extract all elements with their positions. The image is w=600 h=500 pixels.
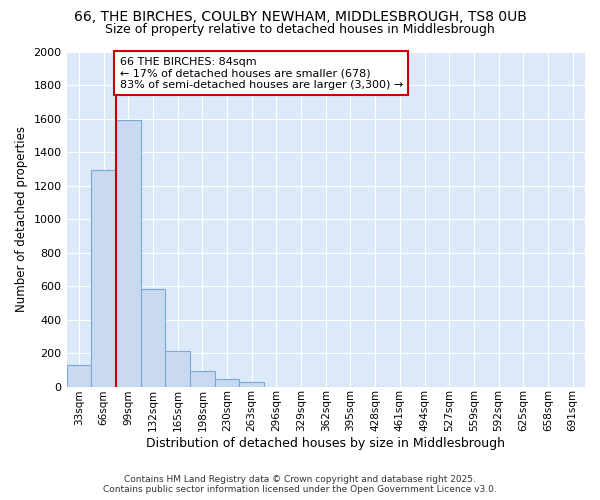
Bar [239, 382, 264, 386]
Bar [215, 379, 239, 386]
Bar [165, 350, 190, 386]
Bar [67, 365, 91, 386]
Text: Contains HM Land Registry data © Crown copyright and database right 2025.: Contains HM Land Registry data © Crown c… [124, 475, 476, 484]
Text: Contains public sector information licensed under the Open Government Licence v3: Contains public sector information licen… [103, 485, 497, 494]
X-axis label: Distribution of detached houses by size in Middlesbrough: Distribution of detached houses by size … [146, 437, 505, 450]
Bar [190, 370, 215, 386]
Text: 66, THE BIRCHES, COULBY NEWHAM, MIDDLESBROUGH, TS8 0UB: 66, THE BIRCHES, COULBY NEWHAM, MIDDLESB… [74, 10, 526, 24]
Y-axis label: Number of detached properties: Number of detached properties [15, 126, 28, 312]
Bar [140, 290, 165, 386]
Text: Size of property relative to detached houses in Middlesbrough: Size of property relative to detached ho… [105, 22, 495, 36]
Text: 66 THE BIRCHES: 84sqm
← 17% of detached houses are smaller (678)
83% of semi-det: 66 THE BIRCHES: 84sqm ← 17% of detached … [119, 56, 403, 90]
Bar [91, 170, 116, 386]
Bar [116, 120, 140, 386]
